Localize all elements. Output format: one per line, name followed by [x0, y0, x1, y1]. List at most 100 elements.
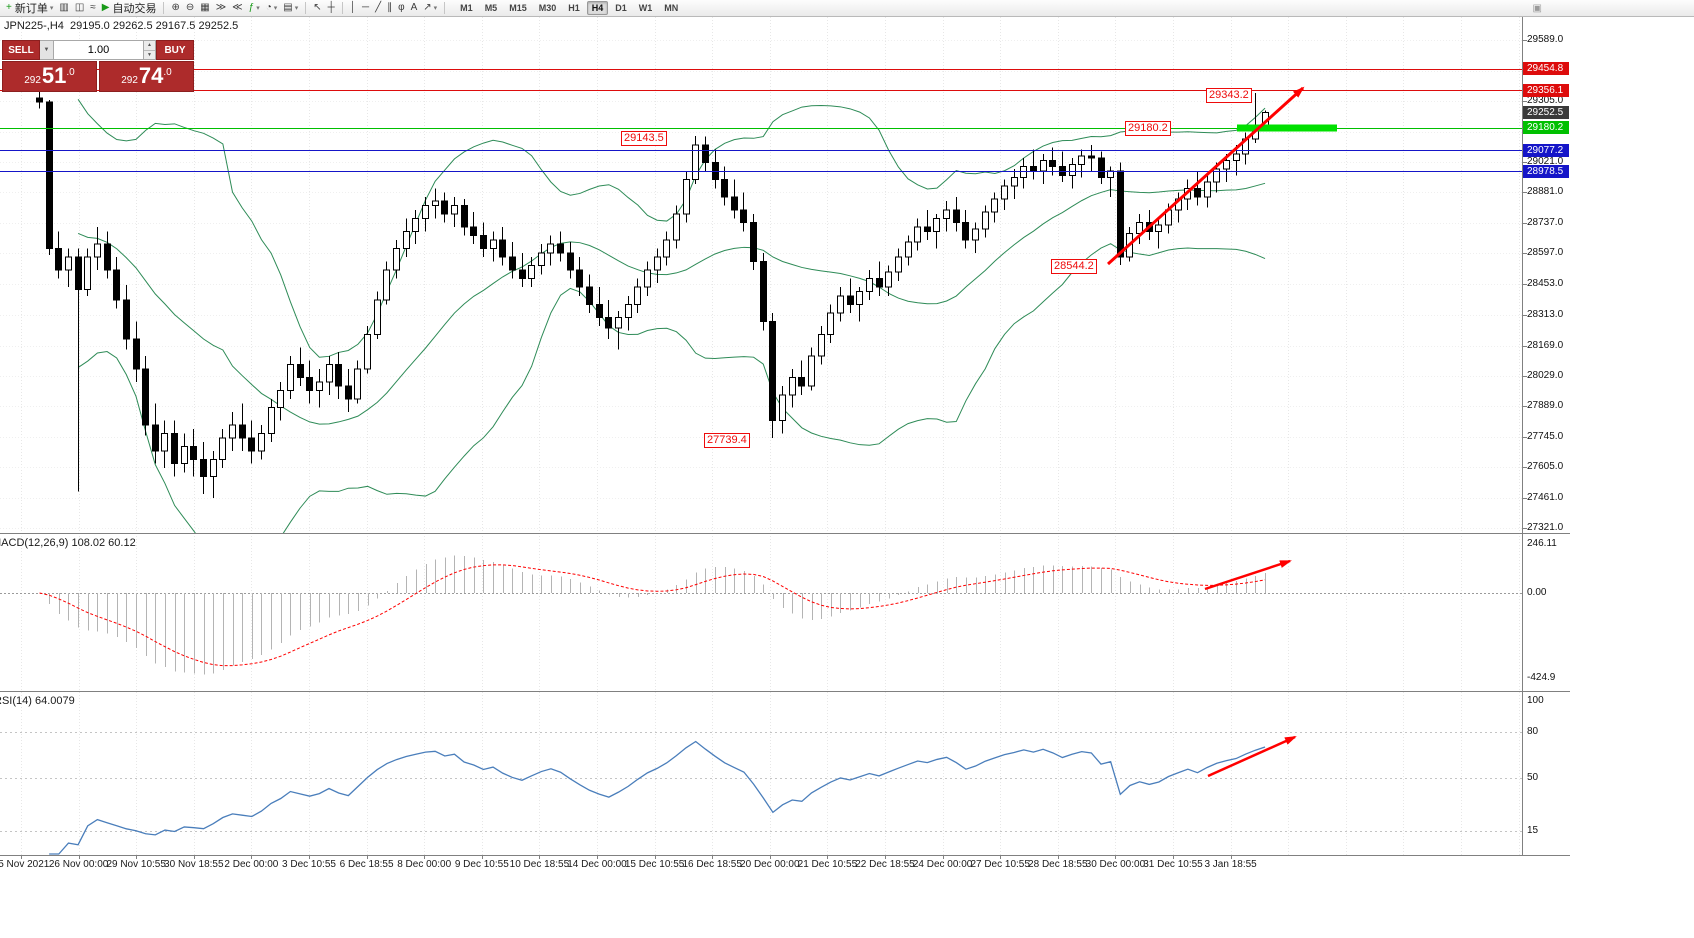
vertical-line-button[interactable]: │ [347, 1, 359, 15]
price-digits: 74 [138, 63, 164, 88]
toolbar-separator [163, 2, 165, 14]
rsi-line [49, 740, 1266, 855]
new-order-button[interactable]: + 新订单 ▾ [3, 1, 56, 16]
chevron-down-icon: ▾ [294, 5, 299, 12]
equidistant-channel-button[interactable]: ∥ [384, 1, 395, 15]
autotrading-icon: ▶ [101, 2, 110, 13]
volume-decrease-button[interactable]: ▼ [144, 50, 155, 59]
macd-signal-line [39, 564, 1266, 667]
chevron-down-icon: ▾ [49, 5, 54, 12]
charts-line-mode-icon: ≈ [90, 2, 96, 13]
fibonacci-icon: φ [398, 2, 405, 13]
price-digits: .0 [66, 67, 75, 78]
rsi-panel [0, 732, 1522, 855]
macd-histogram [48, 555, 1267, 675]
templates-icon: ▤ [283, 2, 293, 13]
timeframe-m15-button[interactable]: M15 [509, 3, 527, 13]
timeframe-d1-button[interactable]: D1 [615, 3, 627, 13]
timeframe-mn-button[interactable]: MN [664, 3, 679, 13]
new-order-button-label: 新订单 [14, 3, 48, 15]
new-order-icon: + [6, 2, 12, 13]
templates-button[interactable]: ▤ ▾ [280, 1, 301, 15]
zoom-out-button[interactable]: ⊖ [183, 1, 197, 15]
trendline-button[interactable]: ╱ [372, 1, 384, 15]
candlesticks [36, 91, 1269, 498]
toolbar-separator [305, 2, 307, 14]
chevron-down-icon: ▾ [256, 5, 260, 12]
chart-ohlc-header: JPN225-,H4 29195.0 29262.5 29167.5 29252… [4, 20, 239, 32]
charts-bar-mode-button[interactable]: ▥ [56, 1, 71, 15]
window-restore-icon[interactable]: ▣ [1532, 2, 1542, 14]
volume-stepper: ▲ ▼ [144, 40, 156, 60]
macd-panel [0, 555, 1522, 675]
volume-increase-button[interactable]: ▲ [144, 41, 155, 51]
text-label-icon: A [410, 2, 418, 13]
charts-candle-mode-icon: ◫ [74, 2, 85, 13]
price-digits: 292 [24, 75, 41, 86]
chart-shift-button[interactable]: ≪ [229, 1, 245, 15]
timeframe-buttons: M1 M5 M15 M30 H1 H4 D1 W1 MN [455, 1, 683, 15]
price-digits: 51 [41, 63, 67, 88]
arrows-button[interactable]: ↗ ▾ [420, 1, 440, 15]
rsi-indicator-label: RSI(14) 64.0079 [0, 695, 75, 707]
fibonacci-button[interactable]: φ [395, 1, 407, 15]
zoom-out-icon: ⊖ [185, 2, 195, 13]
chevron-down-icon: ▾ [433, 5, 438, 12]
price-digits: 292 [121, 75, 138, 86]
crosshair-button[interactable]: ┼ [325, 1, 338, 15]
timeframe-m5-button[interactable]: M5 [484, 3, 498, 13]
horizontal-line-icon: ─ [361, 2, 370, 13]
trend-arrows[interactable] [1106, 86, 1305, 778]
text-label-button[interactable]: A [408, 1, 421, 15]
indicators-icon: ƒ [248, 2, 255, 13]
timeframe-m1-button[interactable]: M1 [460, 3, 473, 13]
timeframe-h1-button[interactable]: H1 [568, 3, 580, 13]
vertical-line-icon: │ [349, 2, 356, 13]
macd-indicator-label: MACD(12,26,9) 108.02 60.12 [0, 537, 136, 549]
sell-button[interactable]: SELL [2, 40, 40, 60]
cursor-button[interactable]: ↖ [310, 1, 324, 15]
price-digits: .0 [163, 67, 172, 78]
horizontal-line-button[interactable]: ─ [359, 1, 372, 15]
sell-price-button[interactable]: 292 51.0 [2, 61, 97, 92]
horizontal-price-lines[interactable] [0, 69, 1522, 172]
grid [0, 17, 1522, 855]
chevron-down-icon: ▾ [273, 5, 278, 12]
autotrading-button[interactable]: ▶ 自动交易 [99, 1, 160, 16]
arrows-icon: ↗ [423, 2, 432, 13]
trendline-icon: ╱ [375, 2, 382, 13]
charts-candle-mode-button[interactable]: ◫ [72, 1, 87, 15]
chevron-down-icon: ▼ [43, 47, 50, 53]
auto-scroll-icon: ≫ [215, 2, 227, 13]
buy-button[interactable]: BUY [156, 40, 194, 60]
zoom-in-icon: ⊕ [171, 2, 180, 13]
charts-line-mode-button[interactable]: ≈ [87, 1, 99, 15]
periods-icon: ◔ [265, 2, 272, 13]
timeframe-m30-button[interactable]: M30 [538, 3, 557, 13]
toolbar-separator [341, 2, 343, 14]
toolbar-separator [444, 2, 446, 14]
one-click-menu-button[interactable]: ▼ [40, 40, 54, 60]
indicators-button[interactable]: ƒ ▾ [246, 1, 263, 15]
charts-bar-mode-icon: ▥ [59, 2, 69, 13]
bollinger-bands [77, 99, 1266, 533]
panel-frame [0, 17, 1570, 859]
tile-windows-button[interactable]: ▦ [197, 1, 212, 15]
periods-button[interactable]: ◔ ▾ [263, 1, 281, 15]
crosshair-icon: ┼ [327, 2, 335, 13]
timeframe-h4-button[interactable]: H4 [586, 1, 609, 15]
tile-windows-icon: ▦ [200, 2, 210, 13]
buy-price-button[interactable]: 292 74.0 [99, 61, 194, 92]
timeframe-w1-button[interactable]: W1 [638, 3, 653, 13]
cursor-icon: ↖ [313, 2, 322, 13]
chart-shift-icon: ≪ [232, 2, 243, 13]
autotrading-button-label: 自动交易 [112, 3, 157, 15]
equidistant-channel-icon: ∥ [387, 2, 393, 13]
volume-input[interactable] [54, 40, 144, 60]
auto-scroll-button[interactable]: ≫ [213, 1, 229, 15]
toolbar: + 新订单 ▾ ▥ ◫ ≈ ▶ 自动交易 ⊕ ⊖ ▦ ≫ ≪ ƒ ▾ ◔ ▾ ▤ ▾ ↖ ┼ │ ─ ╱ ∥ φ A ↗ ▾ M1 M5 M1… [0, 0, 1694, 17]
zoom-in-button[interactable]: ⊕ [168, 1, 182, 15]
